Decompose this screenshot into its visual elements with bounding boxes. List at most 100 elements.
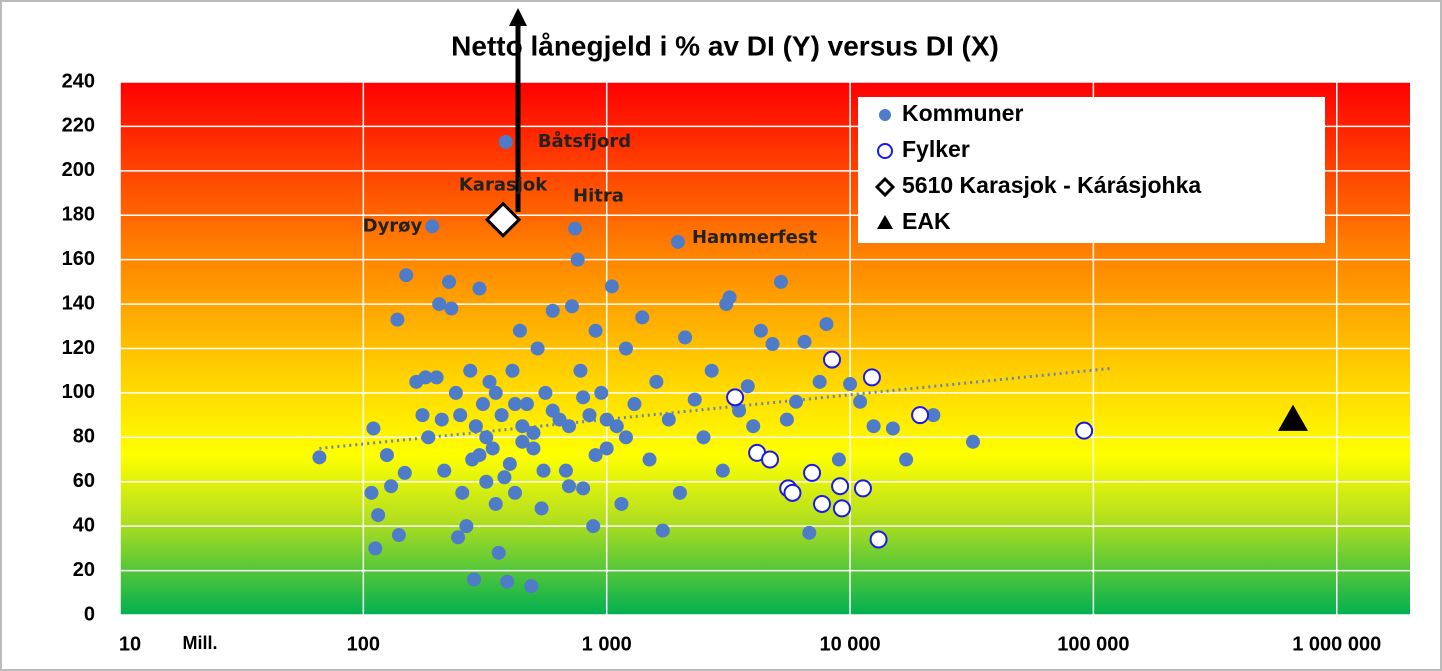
point bbox=[534, 501, 549, 516]
point bbox=[479, 430, 494, 445]
point bbox=[515, 419, 530, 434]
point bbox=[594, 385, 609, 400]
point bbox=[421, 430, 436, 445]
point bbox=[512, 323, 527, 338]
point bbox=[696, 430, 711, 445]
legend-label: Kommuner bbox=[902, 100, 1023, 126]
point bbox=[536, 463, 551, 478]
point bbox=[399, 268, 414, 283]
point bbox=[500, 574, 515, 589]
legend-marker bbox=[874, 176, 896, 198]
point bbox=[911, 406, 930, 425]
point bbox=[418, 370, 433, 385]
legend-label: 5610 Karasjok - Kárásjohka bbox=[902, 172, 1201, 198]
chart-title: Netto lånegjeld i % av DI (Y) versus DI … bbox=[451, 30, 999, 61]
y-tick-label: 120 bbox=[62, 337, 95, 359]
point bbox=[965, 434, 980, 449]
point bbox=[661, 412, 676, 427]
point bbox=[488, 496, 503, 511]
point bbox=[599, 441, 614, 456]
point bbox=[371, 508, 386, 523]
point bbox=[853, 394, 868, 409]
point bbox=[576, 481, 591, 496]
point bbox=[459, 519, 474, 534]
legend-marker bbox=[877, 215, 893, 229]
legend-box bbox=[858, 97, 1325, 243]
point bbox=[642, 452, 657, 467]
point bbox=[732, 403, 747, 418]
point bbox=[558, 463, 573, 478]
y-tick-label: 100 bbox=[62, 381, 95, 403]
point bbox=[853, 479, 872, 498]
point bbox=[497, 470, 512, 485]
x-tick-label: 1 000 000 bbox=[1292, 633, 1381, 655]
point bbox=[746, 419, 761, 434]
point bbox=[678, 330, 693, 345]
point bbox=[832, 499, 851, 518]
point bbox=[384, 479, 399, 494]
point bbox=[564, 299, 579, 314]
point bbox=[468, 419, 483, 434]
point bbox=[519, 397, 534, 412]
annotation: Hammerfest bbox=[692, 227, 818, 248]
point bbox=[508, 397, 523, 412]
legend-label: EAK bbox=[902, 208, 951, 234]
y-tick-label: 140 bbox=[62, 292, 95, 314]
marks bbox=[312, 134, 1308, 594]
point bbox=[866, 419, 881, 434]
point bbox=[726, 388, 745, 407]
y-tick-label: 20 bbox=[73, 559, 95, 581]
annotation: Karasjok bbox=[459, 175, 548, 196]
point bbox=[831, 452, 846, 467]
annotation: Hitra bbox=[573, 186, 624, 207]
point bbox=[822, 350, 841, 369]
point bbox=[576, 390, 591, 405]
point bbox=[494, 408, 509, 423]
point bbox=[783, 483, 802, 502]
x-unit-label: Mill. bbox=[183, 633, 218, 653]
point bbox=[448, 385, 463, 400]
point bbox=[655, 523, 670, 538]
y-tick-label: 80 bbox=[73, 426, 95, 448]
point bbox=[526, 425, 541, 440]
point bbox=[765, 337, 780, 352]
x-tick-label: 1 000 bbox=[582, 633, 632, 655]
point bbox=[368, 541, 383, 556]
x-tick-label: 10 000 bbox=[819, 633, 880, 655]
x-tick-label: 100 000 bbox=[1057, 633, 1129, 655]
annotation: Båtsfjord bbox=[538, 130, 631, 152]
point bbox=[451, 530, 466, 545]
point bbox=[813, 494, 832, 513]
annotation: Dyrøy bbox=[363, 215, 423, 236]
point bbox=[425, 219, 440, 234]
point bbox=[1075, 421, 1094, 440]
point bbox=[604, 279, 619, 294]
point bbox=[515, 434, 530, 449]
point bbox=[475, 397, 490, 412]
point bbox=[869, 530, 888, 549]
y-tick-label: 60 bbox=[73, 470, 95, 492]
y-tick-label: 180 bbox=[62, 204, 95, 226]
point bbox=[687, 392, 702, 407]
point bbox=[926, 408, 941, 423]
point bbox=[582, 408, 597, 423]
point bbox=[885, 421, 900, 436]
point bbox=[773, 274, 788, 289]
point bbox=[649, 374, 664, 389]
legend-marker bbox=[877, 143, 893, 159]
y-tick-label: 40 bbox=[73, 514, 95, 536]
point bbox=[672, 485, 687, 500]
point bbox=[570, 252, 585, 267]
point bbox=[545, 403, 560, 418]
point bbox=[526, 441, 541, 456]
point bbox=[722, 290, 737, 305]
point bbox=[562, 419, 577, 434]
point bbox=[472, 448, 487, 463]
y-tick-label: 220 bbox=[62, 115, 95, 137]
point bbox=[312, 450, 327, 465]
legend-label: Fylker bbox=[902, 136, 970, 162]
point bbox=[715, 463, 730, 478]
point bbox=[545, 303, 560, 318]
